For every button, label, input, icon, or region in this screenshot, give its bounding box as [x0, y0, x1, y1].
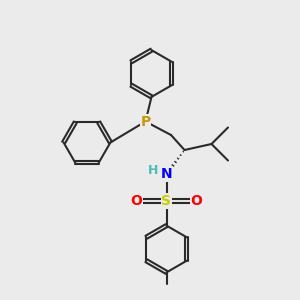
Text: N: N — [161, 167, 172, 181]
Text: S: S — [161, 194, 172, 208]
Text: O: O — [190, 194, 202, 208]
Text: O: O — [130, 194, 142, 208]
Text: H: H — [148, 164, 158, 177]
Text: P: P — [140, 115, 151, 128]
